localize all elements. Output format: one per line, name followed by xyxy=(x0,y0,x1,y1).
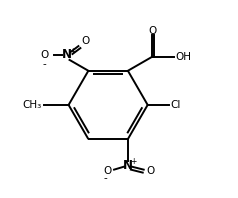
Text: N: N xyxy=(62,49,72,62)
Text: +: + xyxy=(69,47,76,56)
Text: O: O xyxy=(81,36,89,46)
Text: O: O xyxy=(103,166,111,176)
Text: Cl: Cl xyxy=(170,100,181,110)
Text: N: N xyxy=(123,159,133,172)
Text: O: O xyxy=(149,26,157,36)
Text: -: - xyxy=(43,59,47,69)
Text: OH: OH xyxy=(176,52,192,62)
Text: -: - xyxy=(103,173,107,184)
Text: +: + xyxy=(131,157,137,166)
Text: O: O xyxy=(147,166,155,176)
Text: O: O xyxy=(41,50,49,60)
Text: CH₃: CH₃ xyxy=(23,100,42,110)
